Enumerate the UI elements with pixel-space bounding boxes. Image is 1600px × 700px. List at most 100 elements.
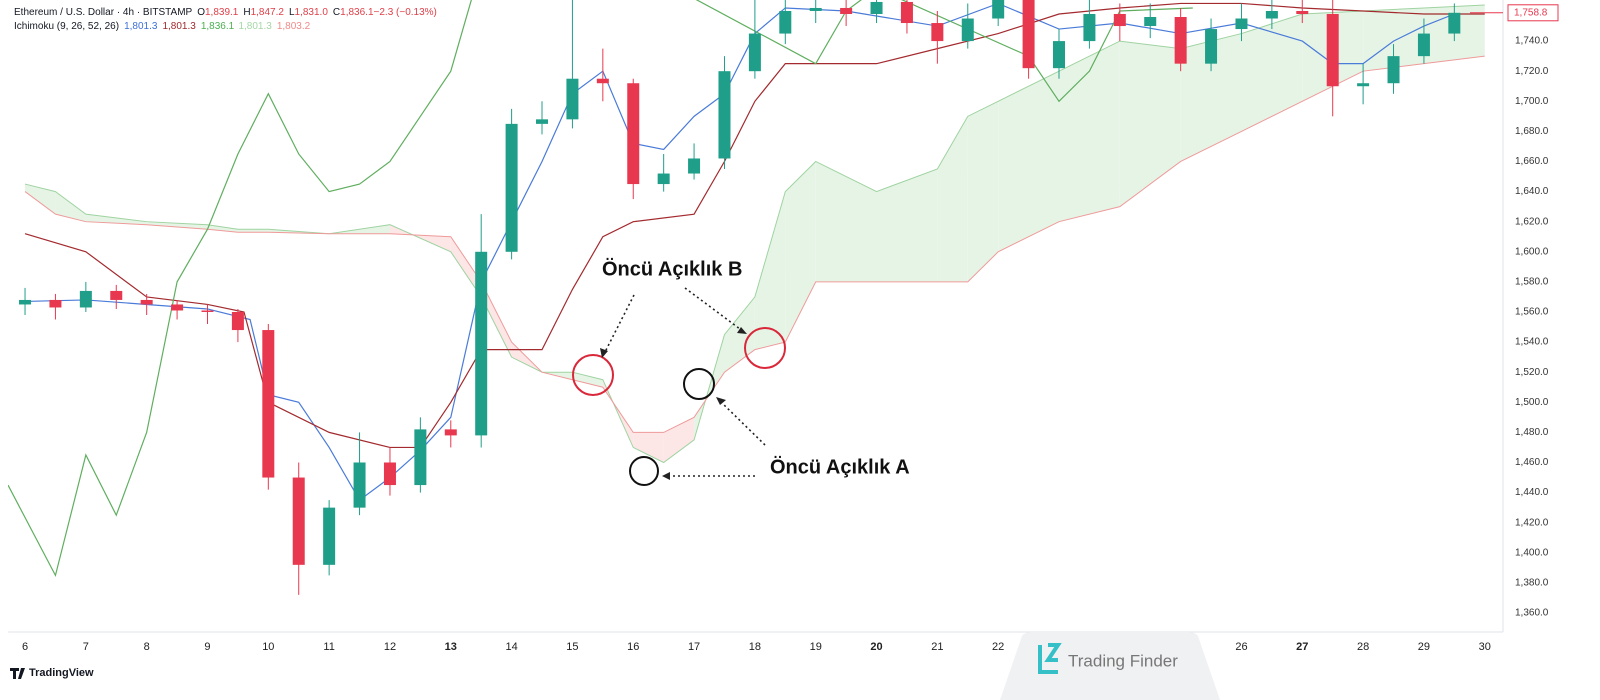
candle-body (140, 299, 153, 305)
candle-body (1113, 13, 1126, 27)
indicator-value: 1,836.1 (201, 21, 235, 32)
arrow-heads (600, 327, 747, 480)
cloud-segment (724, 296, 755, 373)
x-tick-label: 18 (749, 641, 761, 653)
ohlc-value: 1,836.1 (340, 7, 374, 18)
ohlc-value: 1,831.0 (295, 7, 329, 18)
cloud-segment (55, 191, 86, 222)
y-tick-label: 1,440.0 (1515, 487, 1549, 498)
last-price-label: 1,758.8 (1514, 7, 1548, 18)
x-tick-label: 21 (931, 641, 943, 653)
candle-body (992, 0, 1005, 19)
candle-body (566, 78, 579, 120)
candle-body (201, 310, 214, 312)
candle-body (1174, 17, 1187, 64)
candle-body (475, 251, 488, 436)
x-tick-label: 7 (83, 641, 89, 653)
candle-body (1053, 41, 1066, 69)
x-tick-label: 28 (1357, 641, 1369, 653)
y-tick-label: 1,520.0 (1515, 367, 1549, 378)
watermark-text: Trading Finder (1068, 651, 1178, 670)
x-tick-label: 13 (445, 641, 457, 653)
x-tick-label: 20 (870, 641, 882, 653)
x-tick-label: 17 (688, 641, 700, 653)
candle-body (1265, 10, 1278, 19)
indicator-line (24, 2, 1485, 449)
indicator-value: 1,801.3 (162, 21, 196, 32)
y-tick-label: 1,620.0 (1515, 216, 1549, 227)
y-tick-label: 1,600.0 (1515, 246, 1549, 257)
indicator-value: 1,801.3 (124, 21, 158, 32)
y-tick-label: 1,700.0 (1515, 96, 1549, 107)
circle-b (744, 327, 786, 369)
symbol: Ethereum / U.S. Dollar · 4h · BITSTAMP (14, 7, 193, 18)
candle-body (657, 173, 670, 185)
x-tick-label: 26 (1235, 641, 1247, 653)
candle-body (1205, 29, 1218, 64)
arrow-head (662, 472, 670, 480)
cloud-segment (876, 169, 938, 282)
indicator-value: 1,801.3 (238, 21, 272, 32)
ohlc-value: 1,839.1 (205, 7, 239, 18)
candle-body (1357, 83, 1370, 87)
candle-body (262, 330, 275, 478)
candle-body (19, 299, 32, 305)
cloud-segment (815, 161, 877, 282)
x-tick-label: 6 (22, 641, 28, 653)
candle-body (444, 429, 457, 436)
x-tick-label: 8 (144, 641, 150, 653)
tv-logo (10, 668, 25, 679)
x-tick-label: 12 (384, 641, 396, 653)
candle-body (110, 290, 123, 300)
last-price-box (1507, 4, 1559, 22)
candle-body (1144, 17, 1157, 27)
candle-body (1296, 10, 1309, 14)
candle-body (718, 71, 731, 159)
circle-a (629, 456, 659, 486)
tv-brand: TradingView (29, 667, 94, 679)
candle-body (1448, 12, 1461, 34)
cloud-segment (998, 71, 1060, 252)
arrows (603, 287, 766, 477)
candle-body (1387, 56, 1400, 84)
ohlc-key: O (197, 7, 205, 18)
span-a (24, 4, 1485, 464)
y-tick-label: 1,720.0 (1515, 66, 1549, 77)
arrow-head (716, 397, 726, 405)
candle-body (49, 299, 62, 308)
candle-body (505, 123, 518, 252)
x-tick-label: 22 (992, 641, 1004, 653)
cloud-segment (481, 281, 512, 358)
cloud-segment (754, 191, 786, 350)
candle-body (383, 462, 396, 486)
candle-body (1326, 13, 1339, 87)
y-tick-label: 1,680.0 (1515, 126, 1549, 137)
cloud-segment (450, 236, 482, 297)
y-tick-label: 1,560.0 (1515, 307, 1549, 318)
cloud-segment (146, 221, 208, 230)
candle-body (900, 1, 913, 24)
candle-body (748, 33, 761, 72)
candle-body (870, 1, 883, 14)
y-tick-label: 1,580.0 (1515, 277, 1549, 288)
cloud-segment (25, 184, 56, 215)
cloud-segment (237, 229, 269, 233)
x-tick-label: 15 (566, 641, 578, 653)
watermark-logo (1038, 643, 1062, 674)
candle-body (353, 462, 366, 508)
y-tick-label: 1,400.0 (1515, 547, 1549, 558)
annotations: Öncü Açıklık B Öncü Açıklık A (572, 257, 910, 486)
arrow (684, 287, 745, 333)
circle-b (572, 354, 614, 396)
y-tick-label: 1,380.0 (1515, 578, 1549, 589)
y-tick-label: 1,640.0 (1515, 186, 1549, 197)
arrow (718, 399, 766, 446)
x-tick-label: 9 (204, 641, 210, 653)
y-tick-label: 1,740.0 (1515, 36, 1549, 47)
cloud-segment (1363, 7, 1424, 72)
candle-body (231, 311, 244, 331)
candle-body (414, 429, 427, 486)
x-tick-label: 30 (1479, 641, 1491, 653)
candle-body (779, 10, 792, 34)
